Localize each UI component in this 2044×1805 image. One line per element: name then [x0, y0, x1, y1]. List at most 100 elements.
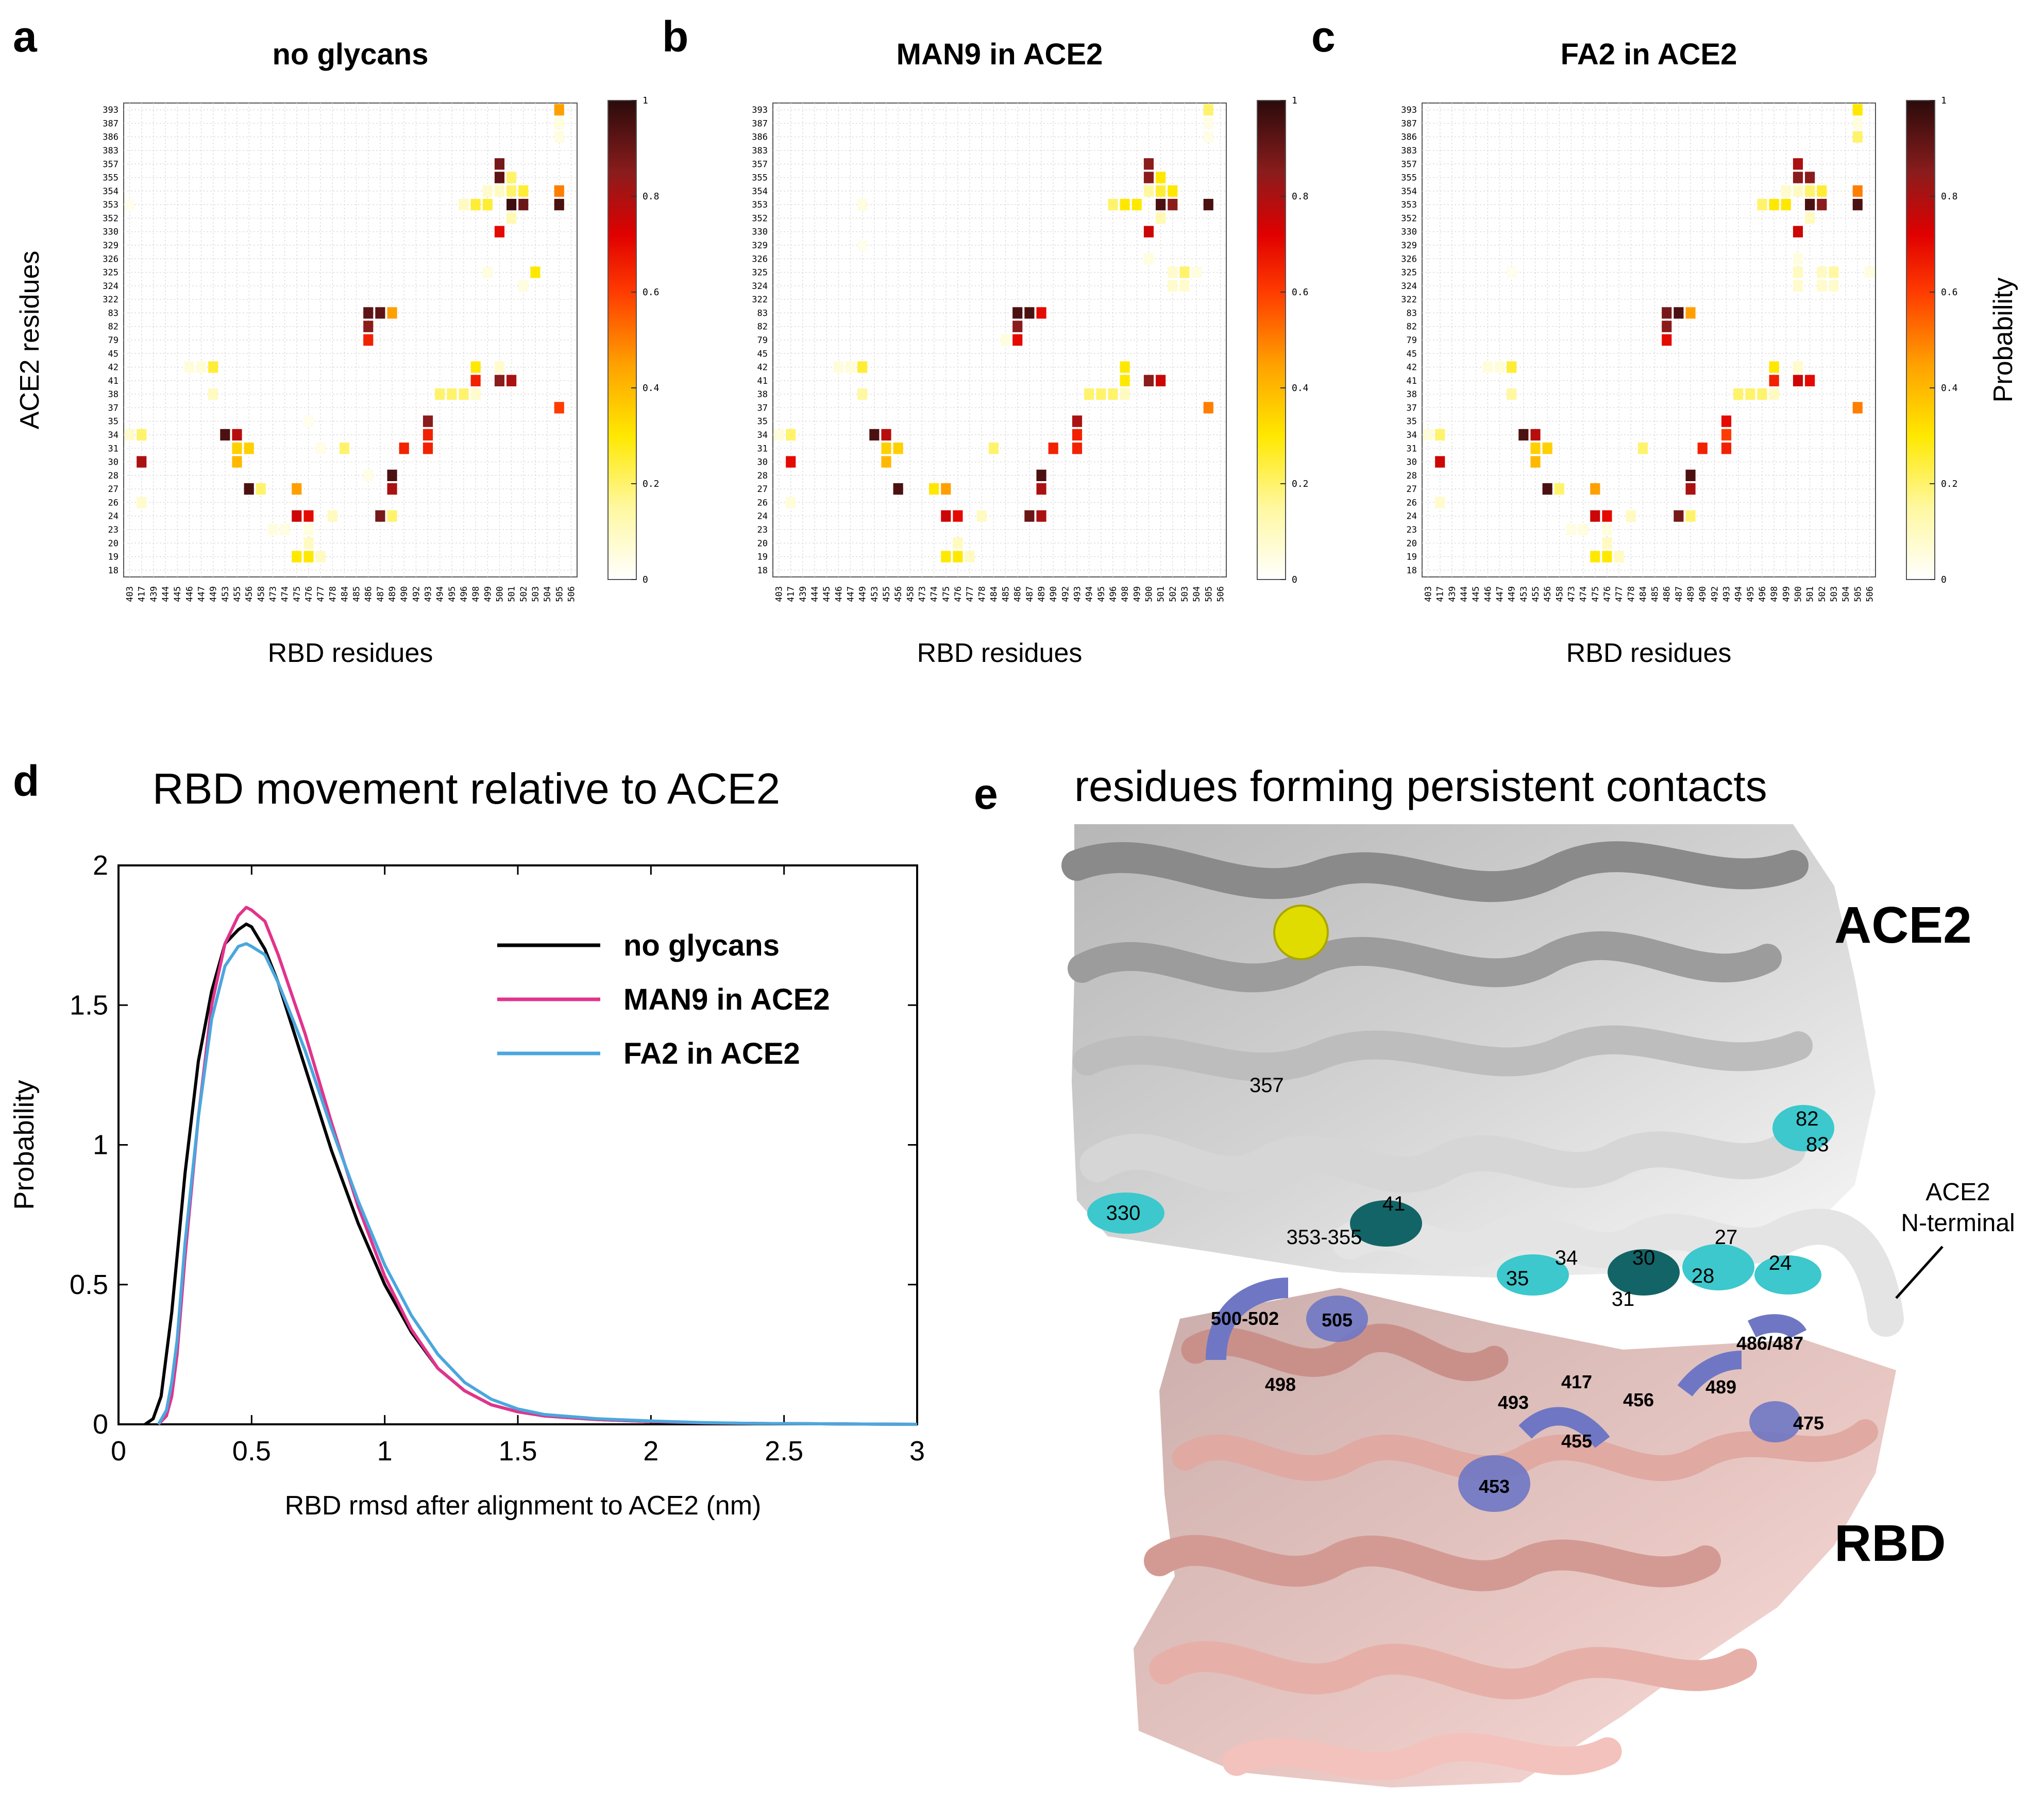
rbd-res-505: 505	[1322, 1309, 1353, 1331]
heatmap-cell	[1637, 442, 1648, 454]
heatmap-cell	[1435, 456, 1445, 468]
heatmap-y-tick: 355	[103, 173, 119, 183]
heatmap-cell	[1143, 226, 1154, 237]
panel-letter-a: a	[13, 12, 38, 61]
heatmap-cell	[1864, 266, 1874, 278]
heatmap-cell	[941, 551, 951, 563]
heatmap-x-tick: 453	[1519, 586, 1529, 602]
heatmap-y-tick: 38	[1407, 389, 1417, 400]
heatmap-cell	[1745, 388, 1755, 400]
zinc-ion-sphere	[1273, 905, 1329, 960]
heatmap-x-tick: 486	[364, 586, 374, 602]
heatmap-y-tick: 27	[1407, 484, 1417, 495]
heatmap-y-tick: 357	[752, 159, 768, 169]
heatmap-x-tick: 455	[1531, 586, 1541, 602]
heatmap-y-tick: 20	[757, 538, 768, 549]
heatmap-y-tick: 28	[757, 471, 768, 481]
heatmap-cell	[1482, 361, 1493, 373]
heatmap-y-tick: 19	[1407, 552, 1417, 563]
heatmap-x-tick: 446	[1483, 586, 1493, 602]
ace2-res-35: 35	[1506, 1267, 1529, 1290]
heatmap-y-tick: 38	[757, 389, 768, 400]
heatmap-cell	[363, 469, 374, 481]
heatmap-x-tick: 449	[858, 586, 868, 602]
heatmap-cell	[470, 388, 481, 400]
heatmap-cell	[1817, 185, 1827, 197]
heatmap-cell	[845, 361, 856, 373]
heatmap-cell	[857, 239, 868, 251]
colorbar-tick-label: 0	[643, 574, 648, 585]
heatmap-y-tick: 393	[752, 105, 768, 115]
colorbar-tick-label: 0.6	[1941, 287, 1958, 298]
heatmap-y-tick: 18	[108, 566, 119, 576]
heatmap-cell	[1108, 199, 1118, 211]
heatmap-cell	[1685, 483, 1696, 495]
heatmap-cell	[1143, 172, 1154, 183]
heatmap-y-tick: 79	[1407, 335, 1417, 346]
line-chart-ylabel: Probability	[9, 1080, 40, 1210]
heatmap-cell	[869, 429, 880, 441]
heatmap-y-tick: 42	[757, 363, 768, 373]
y-tick-label: 0.5	[70, 1269, 108, 1300]
heatmap-cell	[423, 429, 433, 441]
heatmap-cell	[774, 429, 784, 441]
heatmap-cell	[339, 442, 349, 454]
heatmap-cell	[1721, 415, 1732, 427]
heatmap-cell	[1674, 510, 1684, 522]
heatmap-x-tick: 504	[543, 586, 553, 602]
heatmap-y-tick: 24	[757, 512, 768, 522]
legend-label-1: MAN9 in ACE2	[623, 983, 830, 1016]
heatmap-cell	[1578, 523, 1589, 536]
heatmap-cell	[232, 442, 242, 454]
heatmap-cell	[1602, 523, 1612, 536]
heatmap-cell	[125, 429, 135, 441]
heatmap-cell	[1072, 429, 1083, 441]
heatmap-cell	[137, 456, 147, 468]
heatmap-cell	[1781, 185, 1791, 197]
heatmap-cell	[459, 388, 469, 400]
heatmap-x-tick: 403	[774, 586, 785, 602]
heatmap-x-tick: 458	[905, 586, 916, 602]
heatmap-cell	[1697, 442, 1708, 454]
heatmap-cell	[1530, 456, 1541, 468]
heatmap-cell	[1769, 361, 1779, 373]
heatmap-x-tick: 505	[1204, 586, 1214, 602]
heatmap-cell	[530, 266, 540, 278]
heatmap-x-tick: 501	[1156, 586, 1167, 602]
heatmap-cell	[506, 185, 517, 197]
heatmap-cell	[482, 199, 493, 211]
heatmap-x-tick: 499	[483, 586, 493, 602]
y-tick-label: 1.5	[70, 990, 108, 1020]
heatmap-x-tick: 486	[1662, 586, 1673, 602]
heatmap-x-tick: 455	[882, 586, 892, 602]
heatmap-y-tick: 383	[752, 146, 768, 156]
heatmap-x-tick: 499	[1781, 586, 1792, 602]
heatmap-y-tick: 330	[752, 227, 768, 237]
heatmap-cell	[1852, 117, 1863, 129]
heatmap-cell	[363, 334, 374, 346]
heatmap-cell	[494, 361, 505, 373]
heatmap-y-tick: 23	[757, 525, 768, 535]
heatmap-y-tick: 41	[757, 376, 768, 386]
heatmap-cell	[292, 510, 302, 522]
heatmap-cell	[482, 266, 493, 278]
heatmap-cell	[220, 429, 230, 441]
heatmap-y-tick: 30	[108, 457, 119, 468]
heatmap-cell	[506, 172, 517, 183]
heatmap-cell	[1757, 388, 1767, 400]
heatmap-title-a: no glycans	[273, 38, 429, 71]
colorbar-tick-label: 1	[1292, 95, 1297, 106]
x-tick-label: 3	[909, 1436, 925, 1467]
heatmap-cell	[363, 307, 374, 319]
heatmap-cell	[1590, 551, 1600, 563]
heatmap-cell	[1566, 523, 1577, 536]
legend-label-2: FA2 in ACE2	[623, 1037, 800, 1070]
heatmap-y-tick: 393	[1401, 105, 1417, 115]
heatmap-cell	[1012, 307, 1023, 319]
colorbar-tick-label: 0.2	[1941, 479, 1958, 489]
heatmap-x-tick: 492	[411, 586, 421, 602]
heatmap-x-tick: 439	[149, 586, 159, 602]
heatmap-cell	[1156, 172, 1166, 183]
